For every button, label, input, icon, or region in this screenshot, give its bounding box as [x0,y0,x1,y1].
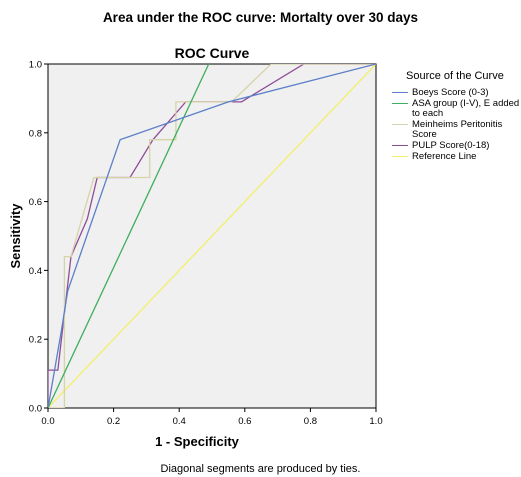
y-tick-label: 0.2 [29,335,42,346]
x-tick-label: 0.8 [304,416,317,427]
x-tick-label: 0.6 [238,416,251,427]
legend-swatch [392,145,408,146]
legend-label: ASA group (I-V), E added to each [412,98,520,119]
y-tick-label: 0.0 [29,404,42,415]
series-line-boeys-score-0-3 [48,64,376,408]
series-line-asa-group-i-v-e-added-to-each [48,64,210,408]
figure-title: Area under the ROC curve: Mortalty over … [102,10,419,25]
y-tick-label: 1.0 [29,60,42,71]
legend-label: Reference Line [412,151,477,162]
series-line-meinheims-peritonitis-score [48,64,376,408]
x-tick-label: 0.4 [173,416,186,427]
y-tick-label: 0.4 [29,266,42,277]
legend-items: Boeys Score (0-3) ASA group (I-V), E adde… [392,88,520,162]
legend-item-meinheims-peritonitis-score: Meinheims Peritonitis Score [392,120,520,140]
legend-label: Boeys Score (0-3) [412,87,489,98]
y-tick-label: 0.6 [29,197,42,208]
legend: Source of the Curve Boeys Score (0-3) ASA… [392,70,520,163]
chart-title: ROC Curve [175,45,250,61]
footnote: Diagonal segments are produced by ties. [160,463,361,475]
y-tick-label: 0.8 [29,128,42,139]
legend-label: PULP Score(0-18) [412,140,490,151]
y-axis-label: Sensitivity [8,203,23,269]
legend-item-pulp-score-0-18: PULP Score(0-18) [392,141,520,151]
legend-swatch [392,156,408,157]
legend-item-reference-line: Reference Line [392,152,520,162]
legend-title: Source of the Curve [406,70,504,82]
x-tick-label: 0.2 [107,416,120,427]
legend-swatch [392,103,408,104]
legend-swatch [392,92,408,93]
x-axis-label: 1 - Specificity [155,434,240,449]
series-line-reference-line [48,64,376,408]
x-tick-label: 0.0 [41,416,54,427]
legend-swatch [392,124,408,125]
legend-item-boeys-score-0-3: Boeys Score (0-3) [392,88,520,98]
legend-label: Meinheims Peritonitis Score [412,119,503,140]
x-tick-label: 1.0 [369,416,382,427]
legend-item-asa-group-i-v-e-added-to-each: ASA group (I-V), E added to each [392,99,520,119]
